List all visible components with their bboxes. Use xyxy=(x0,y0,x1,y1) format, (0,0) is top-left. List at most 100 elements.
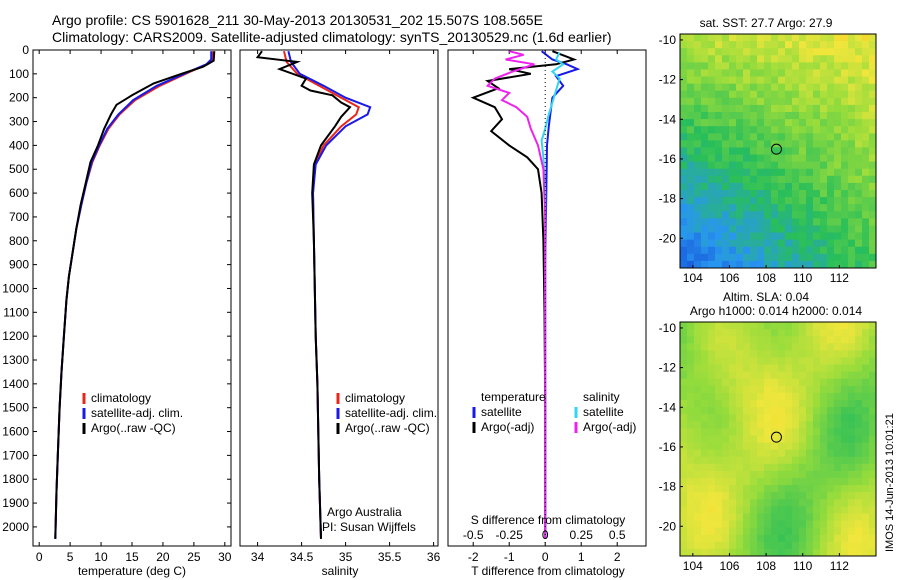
heatmap-cell xyxy=(813,435,821,444)
heatmap-cell xyxy=(750,548,758,557)
heatmap-cell xyxy=(862,182,870,191)
heatmap-cell xyxy=(778,428,786,436)
heatmap-cell xyxy=(848,442,856,451)
heatmap-cell xyxy=(743,456,751,465)
heatmap-cell xyxy=(715,69,723,78)
heatmap-cell xyxy=(869,520,877,529)
heatmap-cell xyxy=(687,225,695,234)
heatmap-cell xyxy=(708,76,716,85)
heatmap-cell xyxy=(813,478,821,486)
heatmap-cell xyxy=(869,225,877,234)
heatmap-cell xyxy=(799,400,807,408)
heatmap-cell xyxy=(848,119,856,127)
heatmap-cell xyxy=(715,246,723,255)
heatmap-cell xyxy=(680,541,688,550)
heatmap-cell xyxy=(750,534,758,543)
heatmap-cell xyxy=(750,478,758,486)
heatmap-cell xyxy=(799,48,807,56)
heatmap-cell xyxy=(694,97,702,106)
heatmap-cell xyxy=(736,41,744,49)
heatmap-cell xyxy=(771,442,779,451)
heatmap-cell xyxy=(785,97,793,106)
heatmap-cell xyxy=(806,385,814,394)
map-y-tick-label: -12 xyxy=(659,73,677,87)
y-tick-label: 600 xyxy=(9,186,29,200)
heatmap-cell xyxy=(736,492,744,500)
heatmap-cell xyxy=(799,343,807,351)
heatmap-cell xyxy=(750,253,758,262)
heatmap-cell xyxy=(757,322,765,330)
heatmap-cell xyxy=(701,69,709,78)
heatmap-cell xyxy=(743,485,751,493)
heatmap-cell xyxy=(680,350,688,358)
heatmap-cell xyxy=(778,343,786,351)
heatmap-cell xyxy=(827,400,835,408)
heatmap-cell xyxy=(708,428,716,436)
heatmap-cell xyxy=(715,97,723,106)
heatmap-cell xyxy=(715,534,723,543)
heatmap-cell xyxy=(841,34,849,42)
heatmap-cell xyxy=(701,513,709,522)
heatmap-cell xyxy=(827,218,835,226)
heatmap-cell xyxy=(771,239,779,248)
heatmap-cell xyxy=(799,112,807,120)
heatmap-cell xyxy=(757,112,765,120)
heatmap-cell xyxy=(687,492,695,500)
heatmap-cell xyxy=(757,253,765,262)
heatmap-cell xyxy=(778,548,786,557)
heatmap-cell xyxy=(743,470,751,479)
heatmap-cell xyxy=(715,182,723,191)
heatmap-cell xyxy=(806,478,814,486)
heatmap-cell xyxy=(743,499,751,507)
heatmap-cell xyxy=(750,76,758,85)
heatmap-cell xyxy=(855,534,863,543)
heatmap-cell xyxy=(862,112,870,120)
heatmap-cell xyxy=(680,211,688,219)
heatmap-cell xyxy=(694,414,702,422)
heatmap-cell xyxy=(729,119,737,127)
heatmap-cell xyxy=(771,211,779,219)
heatmap-cell xyxy=(722,385,730,394)
heatmap-cell xyxy=(722,371,730,380)
heatmap-cell xyxy=(743,48,751,56)
heatmap-cell xyxy=(750,147,758,156)
heatmap-cell xyxy=(799,83,807,92)
heatmap-cell xyxy=(862,147,870,156)
heatmap-cell xyxy=(680,168,688,177)
heatmap-cell xyxy=(736,435,744,444)
heatmap-cell xyxy=(806,225,814,234)
heatmap-cell xyxy=(708,190,716,198)
heatmap-cell xyxy=(701,62,709,70)
heatmap-cell xyxy=(708,119,716,127)
heatmap-cell xyxy=(806,534,814,543)
heatmap-cell xyxy=(743,506,751,514)
heatmap-cell xyxy=(841,499,849,507)
heatmap-cell xyxy=(813,357,821,366)
heatmap-cell xyxy=(848,90,856,99)
heatmap-cell xyxy=(743,90,751,99)
heatmap-cell xyxy=(813,83,821,92)
heatmap-cell xyxy=(701,119,709,127)
heatmap-cell xyxy=(778,478,786,486)
x-tick-label: 34 xyxy=(251,550,265,564)
heatmap-cell xyxy=(862,34,870,42)
heatmap-cell xyxy=(855,204,863,212)
heatmap-cell xyxy=(792,541,800,550)
heatmap-cell xyxy=(743,253,751,262)
heatmap-cell xyxy=(792,218,800,226)
heatmap-cell xyxy=(862,449,870,458)
heatmap-cell xyxy=(729,414,737,422)
heatmap-cell xyxy=(729,232,737,241)
heatmap-cell xyxy=(715,197,723,205)
heatmap-cell xyxy=(785,34,793,42)
heatmap-cell xyxy=(680,392,688,401)
heatmap-cell xyxy=(834,246,842,255)
heatmap-cell xyxy=(729,175,737,184)
heatmap-cell xyxy=(715,513,723,522)
heatmap-cell xyxy=(855,392,863,401)
y-tick-label: 1200 xyxy=(2,329,29,343)
heatmap-cell xyxy=(827,428,835,436)
heatmap-cell xyxy=(834,90,842,99)
heatmap-cell xyxy=(862,119,870,127)
heatmap-cell xyxy=(708,197,716,205)
